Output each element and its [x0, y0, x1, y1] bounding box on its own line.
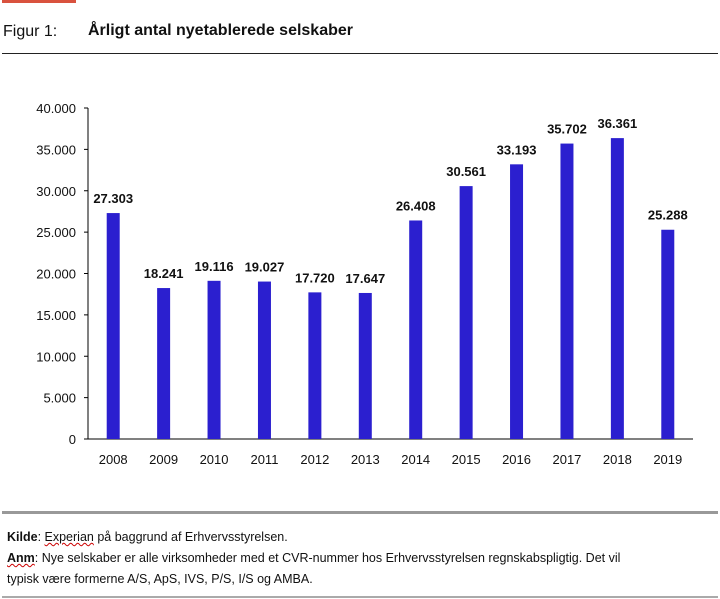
bar-chart: 0 5.000 10.000 15.000 20.000 25.000 30.000 35.0…	[36, 101, 693, 467]
bar	[157, 288, 171, 439]
chart-title: Årligt antal nyetablerede selskaber	[88, 22, 353, 39]
data-label: 35.702	[547, 122, 587, 137]
divider	[2, 511, 718, 514]
x-tick-label: 2018	[603, 452, 632, 467]
data-label: 17.647	[345, 271, 385, 286]
data-label: 17.720	[295, 270, 335, 285]
bar	[257, 281, 271, 439]
x-tick-label: 2013	[351, 452, 380, 467]
y-tick-label: 25.000	[36, 225, 76, 240]
data-label: 19.116	[195, 259, 234, 274]
x-tick-label: 2019	[653, 452, 682, 467]
remark-note: Anm: Nye selskaber er alle virksomheder …	[7, 551, 620, 565]
bar	[409, 220, 423, 439]
bar	[106, 213, 120, 439]
bar	[459, 186, 473, 439]
data-label: 36.361	[597, 116, 637, 131]
x-tick-label: 2015	[452, 452, 481, 467]
bar	[661, 229, 675, 439]
data-label: 26.408	[396, 198, 436, 213]
x-tick-label: 2014	[401, 452, 430, 467]
x-tick-label: 2017	[552, 452, 581, 467]
data-label: 30.561	[446, 164, 486, 179]
y-tick-label: 15.000	[36, 308, 76, 323]
bar	[308, 292, 322, 439]
y-tick-label: 10.000	[36, 349, 76, 364]
y-tick-label: 40.000	[36, 101, 76, 116]
x-tick-label: 2009	[149, 452, 178, 467]
y-tick-label: 5.000	[43, 391, 76, 406]
divider	[2, 596, 718, 598]
x-tick-label: 2008	[99, 452, 128, 467]
data-label: 19.027	[245, 260, 285, 275]
remark-label: Anm	[7, 551, 35, 565]
source-label: Kilde	[7, 530, 38, 544]
bar	[560, 143, 574, 439]
y-tick-label: 35.000	[36, 142, 76, 157]
data-label: 18.241	[144, 266, 184, 281]
bar	[510, 164, 524, 439]
divider	[2, 53, 718, 54]
data-label: 25.288	[648, 208, 688, 223]
data-label: 27.303	[93, 191, 133, 206]
source-note: Kilde: Experian på baggrund af Erhvervss…	[7, 530, 288, 544]
y-tick-label: 30.000	[36, 184, 76, 199]
x-tick-label: 2012	[300, 452, 329, 467]
source-text: på baggrund af Erhvervsstyrelsen.	[93, 530, 288, 544]
remark-note-2: typisk være formerne A/S, ApS, IVS, P/S,…	[7, 572, 313, 586]
y-tick-label: 20.000	[36, 267, 76, 282]
x-tick-label: 2011	[250, 452, 278, 467]
data-label: 33.193	[497, 142, 537, 157]
bar	[207, 280, 221, 439]
remark-text-1: : Nye selskaber er alle virksomheder med…	[34, 551, 621, 565]
x-tick-label: 2010	[200, 452, 229, 467]
source-name: Experian	[44, 530, 94, 544]
figure-label: Figur 1:	[3, 23, 58, 40]
x-tick-label: 2016	[502, 452, 531, 467]
y-tick-label: 0	[69, 432, 76, 447]
bar	[610, 138, 624, 439]
bar	[358, 292, 372, 439]
accent-bar	[2, 0, 76, 3]
